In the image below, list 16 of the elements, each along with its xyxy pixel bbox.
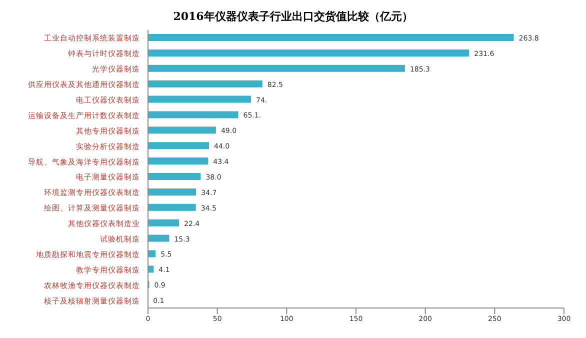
bar <box>148 219 180 226</box>
bar <box>148 111 238 118</box>
bar <box>148 142 210 150</box>
bar <box>148 96 252 103</box>
bar <box>148 158 208 165</box>
bar <box>148 250 156 258</box>
bar <box>148 80 262 88</box>
bar <box>148 126 216 134</box>
bar <box>148 49 470 56</box>
bar <box>148 234 170 242</box>
bar <box>148 204 196 211</box>
bar <box>148 34 514 41</box>
bar <box>148 188 196 196</box>
bar <box>148 64 405 72</box>
chart-title: 2016年仪器仪表子行业出口交货值比较（亿元） <box>172 9 414 25</box>
bar <box>148 173 201 180</box>
